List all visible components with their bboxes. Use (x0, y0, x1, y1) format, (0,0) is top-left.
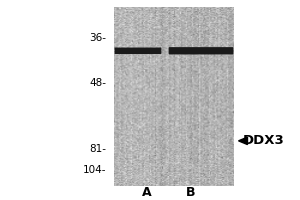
Text: A: A (142, 186, 152, 199)
Text: DDX3: DDX3 (243, 134, 285, 147)
Text: B: B (186, 186, 195, 199)
Polygon shape (238, 137, 247, 145)
Text: 36-: 36- (89, 33, 106, 43)
FancyBboxPatch shape (169, 47, 233, 54)
Text: 81-: 81- (89, 144, 106, 154)
Text: 48-: 48- (89, 78, 106, 88)
Text: 104-: 104- (83, 165, 106, 175)
FancyBboxPatch shape (115, 48, 161, 54)
